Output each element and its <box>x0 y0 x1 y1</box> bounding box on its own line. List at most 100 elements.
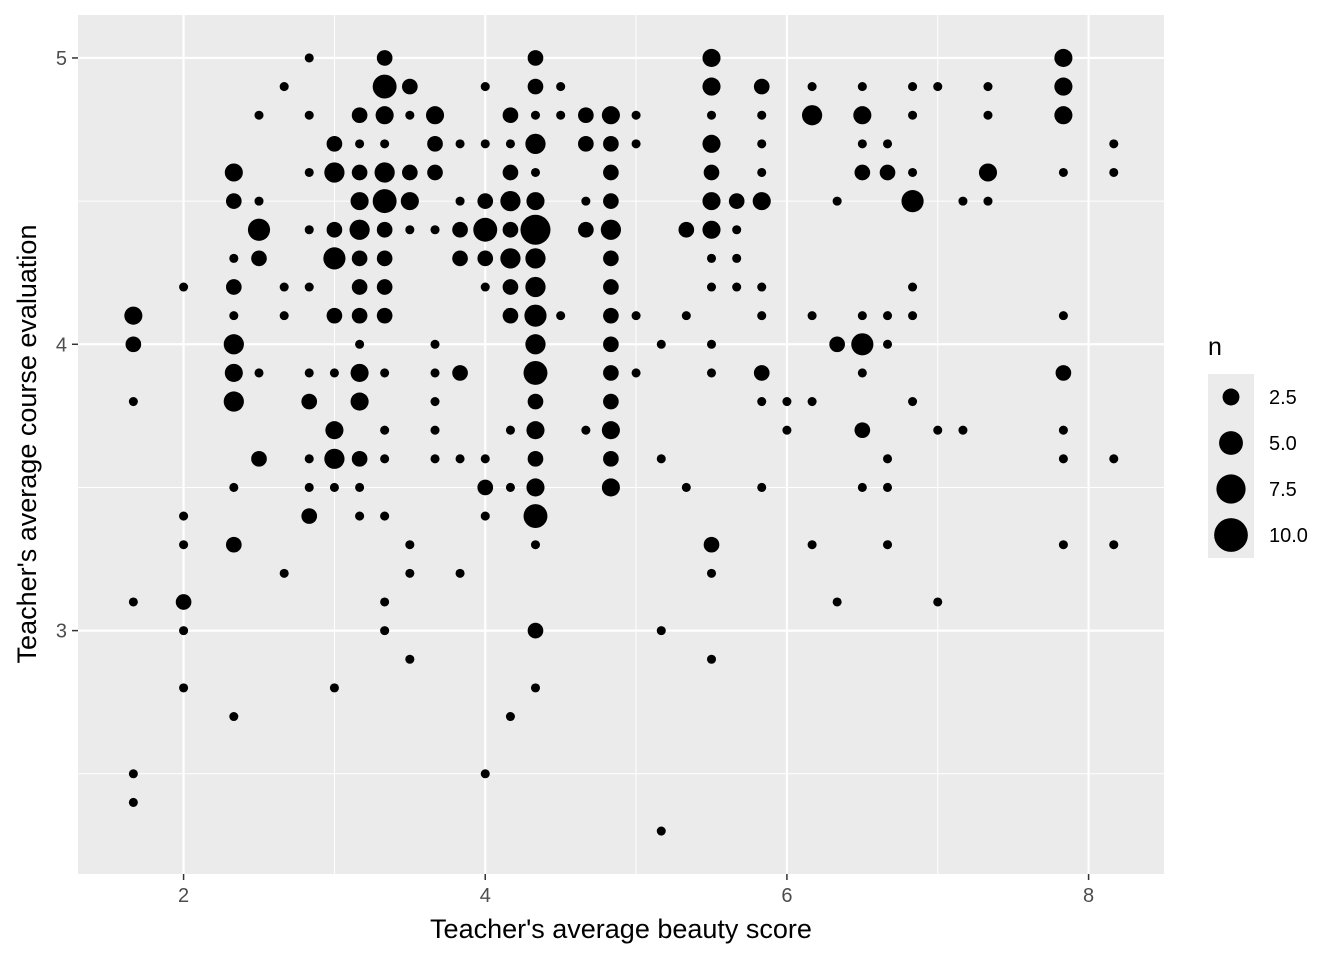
data-point <box>578 107 594 124</box>
data-point <box>525 334 546 355</box>
data-point <box>380 511 390 521</box>
data-point <box>179 626 189 636</box>
data-point <box>301 393 318 410</box>
data-point <box>452 250 468 267</box>
data-point <box>1058 311 1068 321</box>
data-point <box>1054 77 1073 96</box>
data-point <box>376 221 393 238</box>
data-point <box>854 422 871 439</box>
data-point <box>401 78 418 95</box>
data-point <box>882 139 893 149</box>
data-point <box>525 133 546 154</box>
data-point <box>524 304 547 327</box>
data-point <box>656 339 666 349</box>
data-point <box>502 221 519 238</box>
x-tick-label: 6 <box>781 885 792 907</box>
data-point <box>425 106 445 125</box>
data-point <box>223 391 244 412</box>
data-point <box>351 450 368 467</box>
data-point <box>603 450 619 467</box>
x-axis-title: Teacher's average beauty score <box>430 914 812 944</box>
data-point <box>128 797 138 807</box>
data-point <box>505 139 515 149</box>
data-point <box>807 311 817 321</box>
data-point <box>603 336 619 353</box>
data-point <box>908 167 918 178</box>
data-point <box>556 82 566 92</box>
legend-label: 10.0 <box>1269 525 1308 547</box>
data-point <box>908 397 918 407</box>
data-point <box>128 769 138 779</box>
data-point <box>1055 365 1072 381</box>
data-point <box>854 164 871 181</box>
data-point <box>325 421 344 440</box>
data-point <box>480 454 490 464</box>
data-point <box>452 365 468 381</box>
data-point <box>326 136 343 152</box>
data-point <box>374 162 395 183</box>
y-axis-title: Teacher's average course evaluation <box>12 225 42 664</box>
data-point <box>480 769 490 779</box>
data-point <box>301 508 318 524</box>
data-point <box>678 221 695 238</box>
data-point <box>380 139 390 149</box>
legend-key <box>1222 388 1240 406</box>
data-point <box>1058 454 1068 464</box>
data-point <box>350 392 369 411</box>
data-point <box>523 504 548 529</box>
data-point <box>958 425 968 435</box>
data-point <box>430 397 440 407</box>
data-point <box>351 307 368 324</box>
data-point <box>857 139 867 149</box>
data-point <box>355 339 365 349</box>
data-point <box>757 139 767 149</box>
data-point <box>1109 167 1119 178</box>
data-point <box>430 225 440 235</box>
data-point <box>405 225 415 235</box>
data-point <box>480 511 490 521</box>
data-point <box>326 307 343 324</box>
legend-key <box>1214 518 1248 552</box>
data-point <box>732 225 742 235</box>
data-point <box>581 196 591 206</box>
data-point <box>1109 139 1119 149</box>
data-point <box>702 220 721 239</box>
data-point <box>350 363 369 382</box>
data-point <box>901 190 924 213</box>
data-point <box>1109 540 1119 550</box>
data-point <box>279 311 289 321</box>
data-point <box>124 306 143 325</box>
data-point <box>578 221 594 238</box>
data-point <box>427 164 443 181</box>
data-point <box>224 163 243 182</box>
data-point <box>958 196 968 206</box>
data-point <box>601 421 620 440</box>
data-point <box>430 454 440 464</box>
data-point <box>128 597 138 607</box>
data-point <box>323 247 346 270</box>
data-point <box>526 421 545 440</box>
data-point <box>603 279 619 295</box>
data-point <box>556 110 566 120</box>
data-point <box>455 568 465 578</box>
data-point <box>502 107 519 124</box>
data-point <box>702 77 721 96</box>
data-point <box>372 74 397 99</box>
data-point <box>380 454 390 464</box>
data-point <box>706 654 717 664</box>
data-point <box>757 110 767 120</box>
plot-panel <box>78 15 1164 874</box>
data-point <box>527 50 544 66</box>
legend-key <box>1216 474 1246 504</box>
data-point <box>505 711 515 722</box>
data-point <box>908 82 918 92</box>
data-point <box>179 282 189 292</box>
data-point <box>324 448 345 469</box>
data-point <box>480 139 490 149</box>
data-point <box>857 311 867 321</box>
data-point <box>380 368 390 378</box>
data-point <box>656 826 666 836</box>
data-point <box>882 482 893 492</box>
data-point <box>702 192 721 211</box>
data-point <box>706 282 717 292</box>
